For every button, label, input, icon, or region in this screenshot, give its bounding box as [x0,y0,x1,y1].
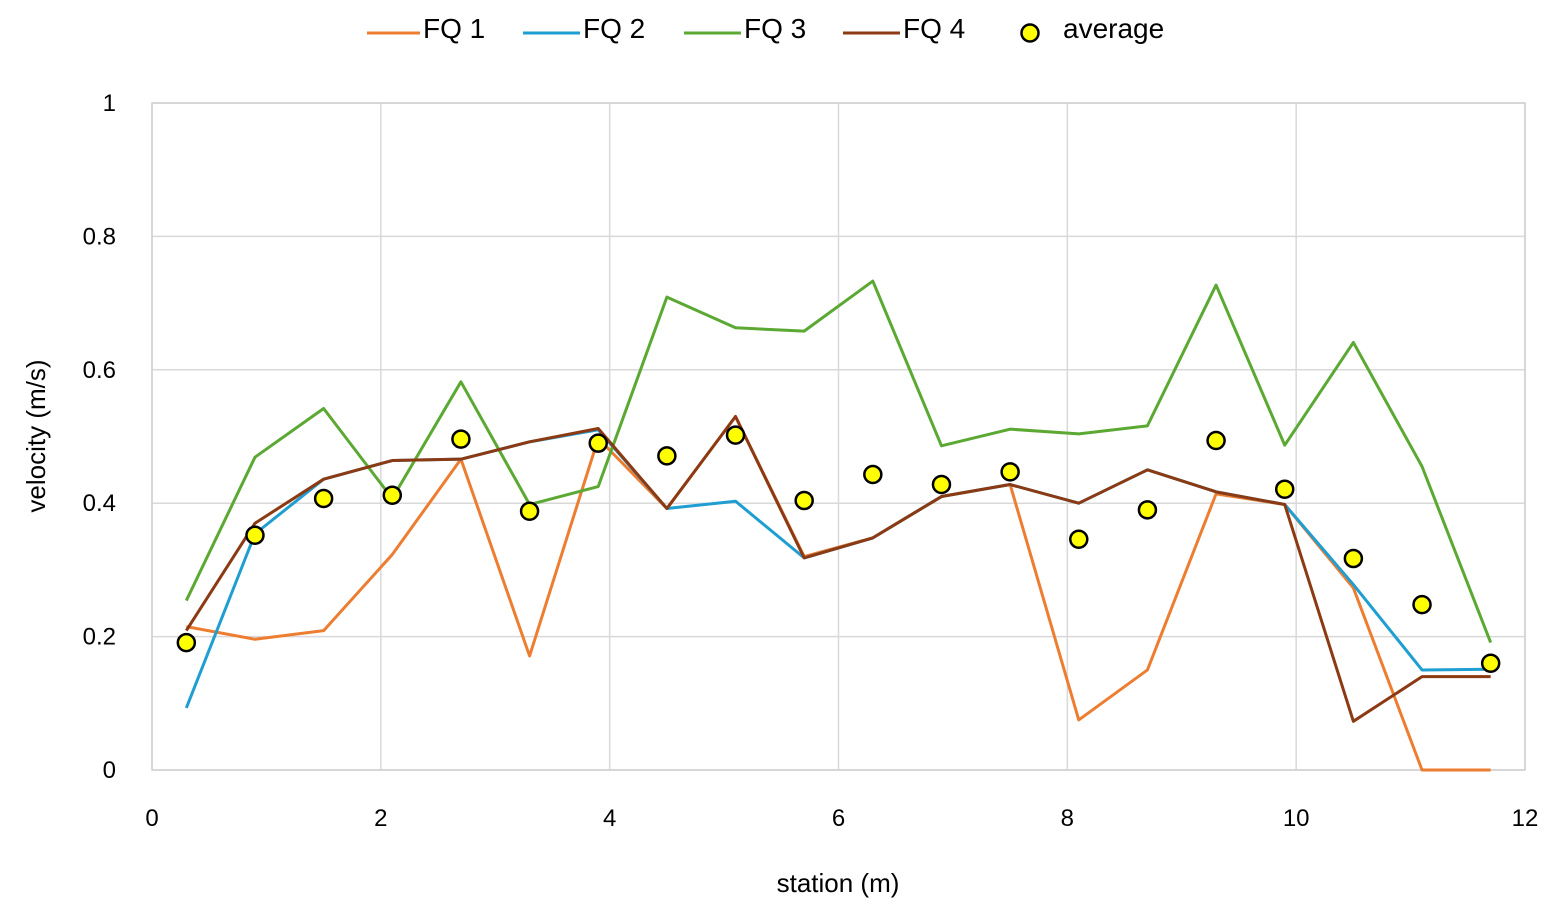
x-axis-ticks: 0 2 4 6 8 10 12 [145,805,1538,832]
y-tick-label: 0.6 [83,357,116,384]
x-tick-label: 4 [603,805,616,832]
x-tick-label: 10 [1283,805,1310,832]
y-tick-label: 1 [103,90,116,117]
average-marker [519,501,540,521]
legend-label-fq-1: FQ 1 [423,13,485,44]
y-axis-label: velocity (m/s) [21,359,51,512]
average-marker [725,425,746,445]
average-marker [1137,500,1158,520]
average-marker [1480,653,1501,674]
x-tick-label: 8 [1061,805,1074,832]
average-marker [245,525,265,545]
x-tick-label: 6 [832,805,845,832]
series-markers [176,425,1501,674]
y-tick-label: 0.2 [83,624,116,651]
average-marker [1000,462,1020,482]
average-marker [1412,594,1432,615]
x-tick-label: 2 [374,805,387,832]
y-tick-label: 0.8 [83,223,116,250]
y-tick-label: 0 [103,757,116,784]
average-marker [1274,479,1295,499]
average-marker [1343,548,1364,569]
x-tick-label: 0 [145,805,158,832]
series-line-fq-4 [185,414,1491,723]
x-axis-label: station (m) [777,868,900,898]
y-tick-label: 0.4 [83,490,116,517]
series-line-fq-3 [184,279,1493,644]
average-marker [588,433,608,453]
average-marker [931,474,952,495]
average-marker [794,490,814,511]
legend-label-fq-4: FQ 4 [903,13,965,44]
average-marker [1069,529,1089,549]
grid [151,102,1526,771]
y-axis-ticks: 0 0.2 0.4 0.6 0.8 1 [83,90,116,784]
legend-label-average: average [1063,13,1164,44]
plot-area-frame [151,102,1526,771]
average-marker [863,464,883,485]
average-marker [657,446,677,466]
average-marker [313,488,334,509]
legend-label-fq-2: FQ 2 [583,13,645,44]
average-marker [451,429,471,449]
average-marker [382,485,403,505]
series-lines [184,279,1493,772]
average-marker [1206,430,1226,451]
average-marker [176,632,197,653]
legend-swatch-average [1020,23,1040,43]
legend-label-fq-3: FQ 3 [744,13,806,44]
x-tick-label: 12 [1512,805,1539,832]
legend: FQ 1 FQ 2 FQ 3 FQ 4 average [367,13,1164,44]
